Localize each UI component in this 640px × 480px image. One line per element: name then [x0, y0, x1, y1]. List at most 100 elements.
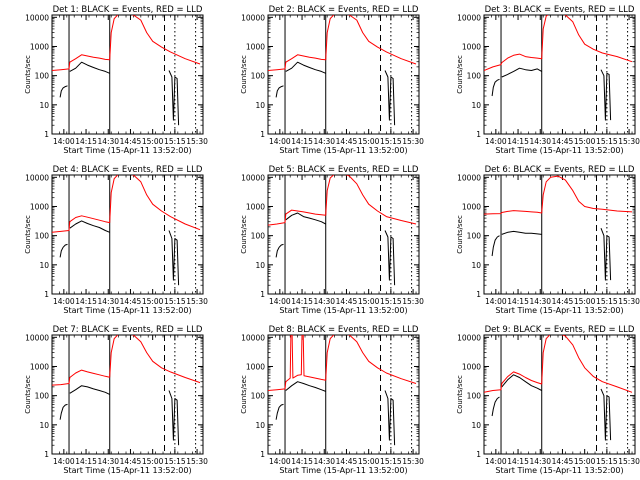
panel-title: Det 7: BLACK = Events, RED = LLD	[53, 325, 203, 335]
plot-frame	[51, 14, 204, 135]
x-tick-label: 15:30	[186, 137, 208, 146]
x-axis-label: Start Time (15-Apr-11 13:52:00)	[279, 306, 407, 315]
x-tick-label: 14:45	[120, 297, 142, 306]
y-tick-label: 10	[39, 101, 49, 110]
y-tick-label: 10000	[241, 333, 265, 342]
data-lines	[484, 335, 633, 441]
data-lines	[268, 175, 417, 286]
detector-panel-2: 1 10 100 1000 10000 14:00 14:15 14:30 14:45 15:00…	[240, 5, 424, 155]
detector-panel-5: 1 10 100 1000 10000 14:00 14:15 14:30 14:45 15:00…	[240, 165, 424, 315]
x-tick-label: 15:00	[142, 297, 164, 306]
series-events-line	[491, 396, 500, 417]
x-tick-label: 15:00	[574, 457, 596, 466]
y-axis-label: Counts/sec	[456, 375, 464, 414]
y-axis-label: Counts/sec	[24, 375, 32, 414]
x-axis-label: Start Time (15-Apr-11 13:52:00)	[495, 466, 623, 475]
plot-frame	[483, 174, 636, 295]
panel-title: Det 8: BLACK = Events, RED = LLD	[269, 325, 419, 335]
panel-title: Det 9: BLACK = Events, RED = LLD	[485, 325, 635, 335]
y-tick-label: 10	[255, 421, 265, 430]
x-tick-label: 14:30	[313, 297, 335, 306]
y-tick-label: 10	[471, 101, 481, 110]
series-events-line	[275, 243, 284, 258]
series-events-line	[275, 403, 284, 420]
x-tick-label: 14:00	[269, 297, 291, 306]
series-events-line	[168, 70, 180, 126]
y-tick-label: 10000	[457, 13, 481, 22]
x-tick-label: 14:30	[529, 457, 551, 466]
y-tick-label: 100	[251, 392, 266, 401]
y-tick-label: 10	[39, 261, 49, 270]
plot-frame	[51, 174, 204, 295]
x-tick-label: 14:45	[120, 457, 142, 466]
y-axis-label: Counts/sec	[456, 215, 464, 254]
x-tick-label: 14:45	[336, 297, 358, 306]
y-axis-label: Counts/sec	[240, 55, 248, 94]
x-tick-label: 14:45	[336, 457, 358, 466]
data-lines	[484, 175, 633, 281]
x-tick-label: 14:00	[53, 137, 75, 146]
detector-panel-4: 1 10 100 1000 10000 14:00 14:15 14:30 14:45 15:00…	[24, 165, 208, 315]
x-tick-label: 14:30	[97, 297, 119, 306]
y-tick-label: 1	[260, 130, 265, 139]
panel-title: Det 2: BLACK = Events, RED = LLD	[269, 5, 419, 15]
x-tick-label: 15:30	[186, 297, 208, 306]
x-tick-label: 15:30	[618, 297, 640, 306]
y-tick-label: 1000	[246, 42, 265, 51]
detector-panel-8: 1 10 100 1000 10000 14:00 14:15 14:30 14:45 15:00…	[240, 325, 424, 475]
series-events-line	[168, 390, 180, 446]
y-tick-label: 100	[35, 72, 50, 81]
x-tick-label: 14:15	[291, 297, 313, 306]
y-tick-label: 100	[35, 232, 50, 241]
x-axis-label: Start Time (15-Apr-11 13:52:00)	[495, 146, 623, 155]
x-tick-label: 15:15	[380, 137, 402, 146]
series-lld-line	[268, 335, 417, 391]
series-events-line	[501, 230, 542, 235]
y-tick-label: 1000	[462, 202, 481, 211]
x-tick-label: 14:45	[552, 457, 574, 466]
y-tick-label: 1	[260, 290, 265, 299]
series-events-line	[69, 385, 110, 395]
y-tick-label: 1	[260, 450, 265, 459]
x-tick-label: 15:15	[164, 297, 186, 306]
data-lines	[484, 15, 633, 121]
y-tick-label: 1000	[246, 202, 265, 211]
x-tick-label: 15:00	[142, 457, 164, 466]
series-events-line	[285, 61, 326, 74]
plot-frame	[267, 174, 420, 295]
y-tick-label: 1000	[462, 362, 481, 371]
series-events-line	[69, 61, 110, 74]
y-axis-label: Counts/sec	[240, 215, 248, 254]
y-tick-label: 10	[255, 101, 265, 110]
x-tick-label: 14:30	[529, 137, 551, 146]
series-events-line	[285, 212, 326, 225]
x-tick-label: 15:15	[164, 137, 186, 146]
y-tick-label: 1	[44, 450, 49, 459]
series-lld-line	[268, 175, 417, 226]
series-events-line	[384, 390, 396, 446]
x-tick-label: 14:30	[529, 297, 551, 306]
y-tick-label: 1	[476, 130, 481, 139]
x-tick-label: 14:00	[485, 137, 507, 146]
x-tick-label: 15:15	[164, 457, 186, 466]
y-tick-label: 1000	[30, 42, 49, 51]
x-tick-label: 15:30	[402, 457, 424, 466]
x-axis-label: Start Time (15-Apr-11 13:52:00)	[279, 466, 407, 475]
x-tick-label: 14:15	[507, 137, 529, 146]
y-tick-label: 1000	[30, 362, 49, 371]
y-tick-label: 1000	[30, 202, 49, 211]
x-tick-label: 14:30	[97, 457, 119, 466]
x-tick-label: 14:15	[291, 457, 313, 466]
series-lld-line	[52, 15, 201, 71]
y-tick-label: 10000	[25, 13, 49, 22]
y-tick-label: 100	[467, 72, 482, 81]
x-tick-label: 15:00	[358, 457, 380, 466]
x-tick-label: 14:15	[75, 457, 97, 466]
series-events-line	[59, 85, 68, 98]
series-events-line	[69, 220, 110, 233]
x-tick-label: 14:15	[291, 137, 313, 146]
y-tick-label: 1	[44, 290, 49, 299]
detector-panel-9: 1 10 100 1000 10000 14:00 14:15 14:30 14:45 15:00…	[456, 325, 640, 475]
series-events-line	[59, 403, 68, 420]
